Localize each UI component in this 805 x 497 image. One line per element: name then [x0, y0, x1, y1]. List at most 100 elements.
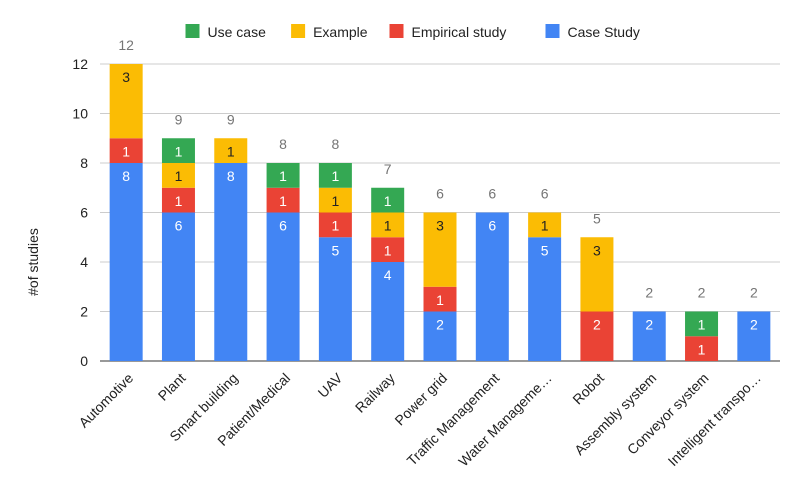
total-label: 8 [331, 136, 339, 152]
y-tick-label: 0 [80, 353, 88, 369]
x-tick-label: Automotive [75, 370, 136, 431]
y-tick-label: 12 [72, 56, 88, 72]
legend-label: Case Study [568, 24, 640, 40]
data-label: 2 [750, 317, 758, 333]
y-tick-label: 6 [80, 205, 88, 221]
bar-segment-case-study [475, 212, 509, 361]
bar-segment-example [318, 187, 352, 213]
y-axis: 0 2 4 6 8 10 12 [72, 56, 88, 369]
data-label: 1 [698, 341, 706, 357]
bar-segment-empirical-study [109, 138, 143, 163]
legend-label: Use case [208, 24, 267, 40]
y-tick-label: 10 [72, 106, 88, 122]
bar-segment-example [371, 212, 405, 238]
data-label: 6 [175, 218, 183, 234]
bar-segment-example [528, 212, 562, 238]
total-label: 8 [279, 136, 287, 152]
x-tick-label: UAV [315, 369, 346, 400]
data-label: 1 [279, 168, 287, 184]
legend-swatch-use-case [185, 24, 200, 38]
bar-segment-case-study [266, 212, 300, 361]
data-label: 1 [541, 218, 549, 234]
legend-swatch-example [291, 24, 306, 38]
data-label: 2 [645, 317, 653, 333]
data-label: 1 [175, 143, 183, 159]
data-label: 5 [541, 242, 549, 258]
data-label: 1 [175, 168, 183, 184]
legend-swatch-case-study [545, 24, 560, 38]
x-tick-label: Plant [155, 370, 189, 404]
bar-segment-case-study [528, 237, 562, 361]
data-label: 1 [279, 193, 287, 209]
bar-segment-empirical-study [266, 187, 300, 213]
data-label: 2 [436, 317, 444, 333]
bar-segment-case-study [632, 311, 666, 361]
legend-label: Empirical study [412, 24, 507, 40]
bar-segment-empirical-study [423, 286, 457, 312]
y-axis-title: #of studies [25, 228, 41, 296]
bar-segment-example [214, 138, 248, 163]
bar-segment-empirical-study [685, 336, 719, 361]
x-tick-label: Intelligent transpo… [665, 370, 764, 469]
data-label: 1 [384, 193, 392, 209]
total-label: 9 [175, 111, 183, 127]
total-label: 6 [436, 186, 444, 202]
legend: Use case Example Empirical study Case Study [185, 24, 640, 40]
bar-segment-use-case [318, 163, 352, 188]
total-label: 7 [384, 161, 392, 177]
x-tick-label: Robot [569, 370, 607, 408]
x-tick-label: Railway [352, 370, 398, 416]
total-label: 9 [227, 111, 235, 127]
total-label: 2 [698, 285, 706, 301]
bar-segment-use-case [161, 138, 195, 163]
bar-segment-case-study [737, 311, 771, 361]
total-label: 2 [750, 285, 758, 301]
data-label: 3 [593, 242, 601, 258]
bar-segment-case-study [423, 311, 457, 361]
total-label: 12 [118, 37, 134, 53]
data-label: 1 [227, 143, 235, 159]
bar-segment-empirical-study [580, 311, 614, 361]
legend-swatch-empirical-study [389, 24, 404, 38]
data-label: 8 [227, 168, 235, 184]
data-label: 1 [122, 143, 130, 159]
bar-segment-empirical-study [161, 187, 195, 213]
data-label: 1 [331, 218, 339, 234]
data-label: 1 [698, 317, 706, 333]
bar-segment-use-case [685, 311, 719, 337]
x-tick-label: Traffic Management [404, 370, 503, 469]
x-tick-label: Water Manageme… [455, 370, 555, 470]
y-tick-label: 2 [80, 304, 88, 320]
total-label: 6 [541, 186, 549, 202]
bar-segment-case-study [318, 237, 352, 361]
bar-segment-use-case [266, 163, 300, 188]
total-label: 5 [593, 210, 601, 226]
legend-label: Example [313, 24, 368, 40]
data-label: 8 [122, 168, 130, 184]
y-tick-label: 8 [80, 155, 88, 171]
data-label: 1 [384, 242, 392, 258]
bar-segment-case-study [109, 163, 143, 361]
data-label: 1 [331, 168, 339, 184]
data-label: 3 [122, 69, 130, 85]
bar-segment-use-case [371, 187, 405, 213]
bar-segment-case-study [214, 163, 248, 361]
bars: 8131261119819611851118411172136665162352… [109, 37, 771, 361]
bar-segment-case-study [371, 262, 405, 361]
data-label: 1 [436, 292, 444, 308]
bar-segment-empirical-study [371, 237, 405, 262]
total-label: 2 [645, 285, 653, 301]
y-tick-label: 4 [80, 254, 88, 270]
bar-segment-empirical-study [318, 212, 352, 238]
total-label: 6 [488, 186, 496, 202]
data-label: 5 [331, 242, 339, 258]
bar-segment-example [580, 237, 614, 312]
data-label: 1 [331, 193, 339, 209]
data-label: 2 [593, 317, 601, 333]
bar-segment-example [109, 64, 143, 139]
data-label: 4 [384, 267, 392, 283]
bar-segment-case-study [161, 212, 195, 361]
bar-segment-example [161, 163, 195, 188]
